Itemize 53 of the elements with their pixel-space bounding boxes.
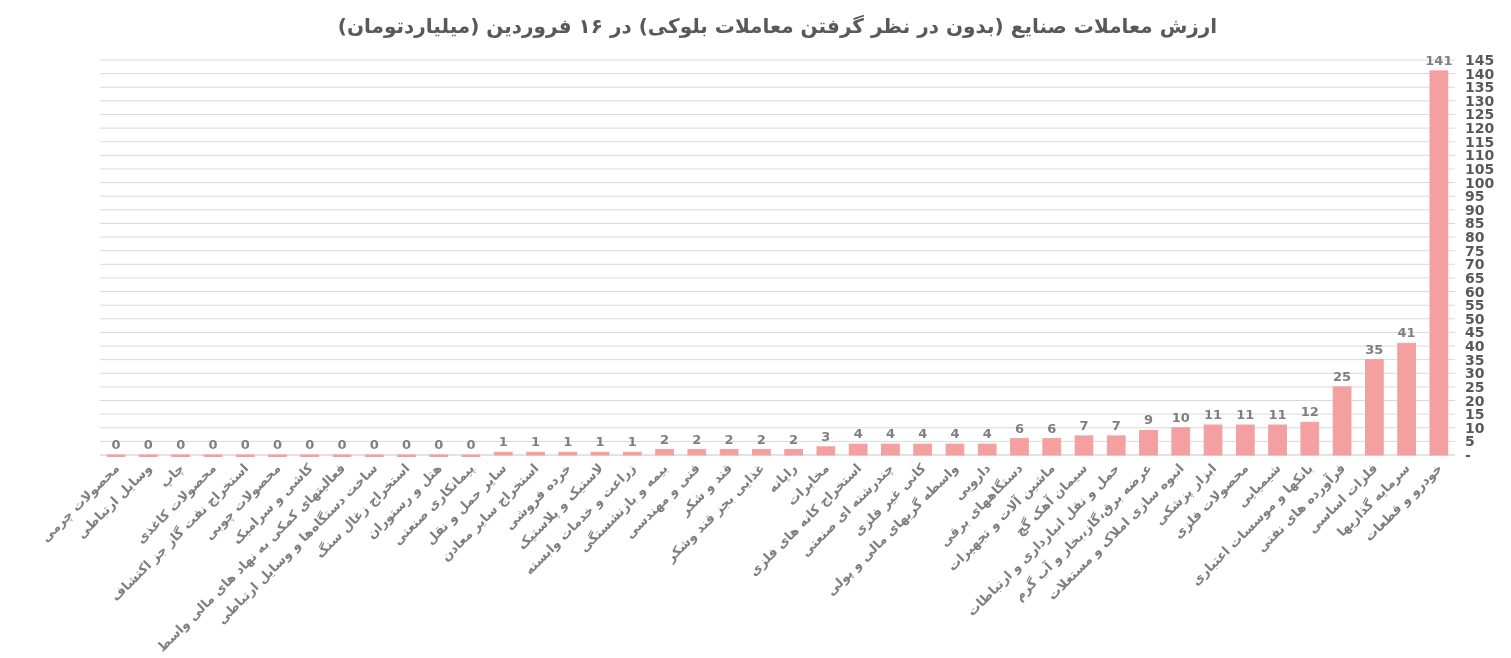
data-label: 2 xyxy=(789,431,799,447)
data-label: 4 xyxy=(853,426,863,442)
data-label: 6 xyxy=(1047,420,1057,436)
data-label: 0 xyxy=(240,437,250,452)
data-label: 0 xyxy=(111,437,121,452)
y-tick-label: 60 xyxy=(1465,283,1485,300)
data-label: 12 xyxy=(1300,404,1319,420)
data-label: 1 xyxy=(531,434,541,450)
data-label: 6 xyxy=(1014,420,1024,436)
y-tick-label: 140 xyxy=(1465,65,1495,82)
data-label: 4 xyxy=(885,426,895,442)
chart-title: ارزش معاملات صنایع (بدون در نظر گرفتن معاملات بلوکی) در ۱۶ فروردین (میلیاردتومان) xyxy=(337,14,1218,38)
y-tick-label: 5 xyxy=(1465,433,1475,450)
data-label: 0 xyxy=(305,437,315,452)
data-label: 1 xyxy=(595,434,605,450)
data-label: 25 xyxy=(1333,368,1352,384)
y-tick-label: 20 xyxy=(1465,392,1485,409)
data-label: 11 xyxy=(1268,407,1287,423)
data-label: 0 xyxy=(401,437,412,452)
data-label: 11 xyxy=(1203,407,1223,423)
y-tick-label: 100 xyxy=(1465,174,1495,191)
data-label: 2 xyxy=(692,431,702,447)
data-label: 10 xyxy=(1171,409,1190,425)
data-label: 3 xyxy=(821,428,831,444)
data-label: 1 xyxy=(627,434,637,450)
data-label: 0 xyxy=(466,437,476,452)
y-tick-label: - xyxy=(1465,447,1471,463)
data-label: 41 xyxy=(1397,325,1416,341)
data-label: 2 xyxy=(660,431,670,447)
data-label: 0 xyxy=(272,437,282,452)
data-label: 7 xyxy=(1079,417,1089,433)
y-tick-label: 45 xyxy=(1465,324,1485,341)
data-label: 2 xyxy=(756,431,766,447)
data-label: 0 xyxy=(337,437,347,452)
data-label: 0 xyxy=(208,437,218,452)
data-label: 0 xyxy=(176,437,186,452)
data-label: 7 xyxy=(1111,417,1121,433)
data-label: 0 xyxy=(434,437,444,452)
data-label: 9 xyxy=(1143,412,1154,428)
data-label: 1 xyxy=(498,434,508,450)
data-label: 4 xyxy=(982,426,992,442)
data-label: 1 xyxy=(563,434,573,450)
data-label: 35 xyxy=(1365,341,1384,357)
y-tick-label: 145 xyxy=(1465,52,1495,68)
data-label: 141 xyxy=(1425,52,1453,68)
data-label: 11 xyxy=(1236,407,1255,423)
y-tick-label: 125 xyxy=(1465,106,1495,123)
y-tick-label: 85 xyxy=(1465,215,1485,232)
data-label: 4 xyxy=(918,426,928,442)
data-label: 4 xyxy=(950,426,960,442)
data-label: 0 xyxy=(143,437,153,452)
data-label: 2 xyxy=(724,431,734,447)
data-label: 0 xyxy=(369,437,379,452)
